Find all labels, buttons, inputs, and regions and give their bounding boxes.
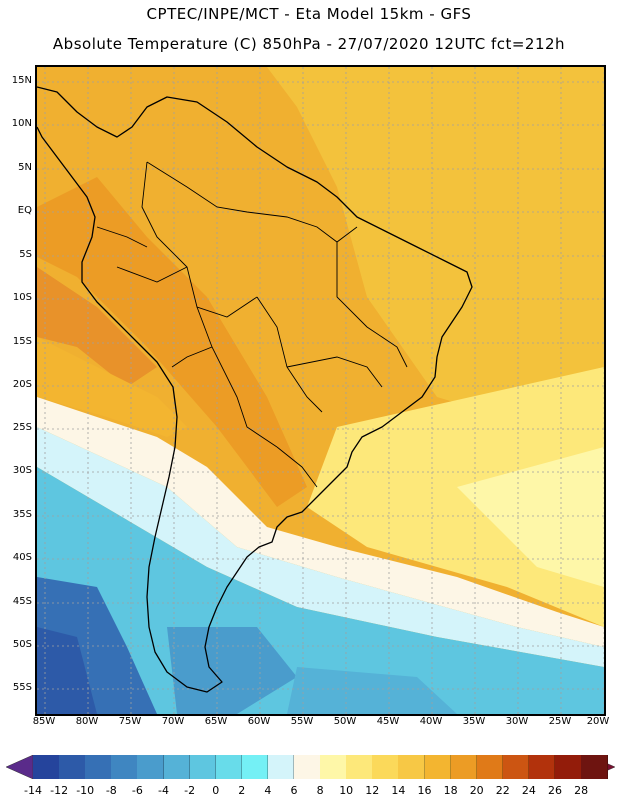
chart-title-line-1: CPTEC/INPE/MCT - Eta Model 15km - GFS [146, 5, 472, 23]
colorbar-label: -14 [24, 784, 42, 797]
colorbar-label: -4 [158, 784, 169, 797]
colorbar-swatch [267, 755, 295, 779]
colorbar-swatch [398, 755, 425, 779]
colorbar-label: 22 [495, 784, 510, 797]
lon-label-80w: 80W [75, 716, 99, 727]
colorbar-label: 0 [212, 784, 220, 797]
colorbar-swatch [163, 755, 191, 779]
colorbar-label: -6 [131, 784, 143, 797]
colorbar-label: 8 [316, 784, 324, 797]
colorbar-swatch [189, 755, 217, 779]
colorbar-swatch [137, 755, 164, 779]
lon-label-20w: 20W [586, 716, 610, 727]
south-atlantic-light-band [307, 367, 604, 627]
colorbar-swatch [346, 755, 373, 779]
colorbar-swatch [85, 755, 112, 779]
lat-label-15s: 15S [12, 336, 32, 347]
colorbar-swatch [59, 755, 86, 779]
lat-label-5n: 5N [18, 162, 32, 173]
south-america-coastline [37, 86, 473, 693]
lon-label-25w: 25W [548, 716, 572, 727]
colorbar-swatch [424, 755, 452, 779]
colorbar-label: 6 [290, 784, 298, 797]
chart-title-line-2: Absolute Temperature (C) 850hPa - 27/07/… [52, 35, 566, 53]
colorbar-swatch [111, 755, 138, 779]
colorbar-swatch [502, 755, 530, 779]
colorbar-swatch [476, 755, 504, 779]
colorbar-swatch [320, 755, 347, 779]
lon-label-35w: 35W [462, 716, 486, 727]
lat-label-35s: 35S [12, 509, 32, 520]
colorbar-swatch [581, 755, 608, 779]
lon-label-85w: 85W [32, 716, 56, 727]
colorbar-label: -10 [76, 784, 95, 797]
lon-label-75w: 75W [118, 716, 142, 727]
lat-label-50s: 50S [12, 639, 32, 650]
colorbar-label: 10 [339, 784, 354, 797]
lat-label-40s: 40S [12, 552, 32, 563]
lon-label-50w: 50W [333, 716, 357, 727]
colorbar-swatch [528, 755, 556, 779]
colorbar-label: 26 [548, 784, 562, 797]
cold-blue-core-mid [167, 627, 297, 714]
lon-label-40w: 40W [419, 716, 443, 727]
colorbar-swatch [241, 755, 269, 779]
colorbar-low-arrow [6, 755, 33, 779]
lon-label-45w: 45W [376, 716, 400, 727]
temperature-map [35, 65, 606, 716]
colorbar-swatch [33, 755, 60, 779]
colorbar-label: 16 [417, 784, 432, 797]
lon-label-55w: 55W [290, 716, 314, 727]
lon-label-70w: 70W [161, 716, 185, 727]
colorbar-label: 12 [365, 784, 380, 797]
colorbar-label: 28 [574, 784, 589, 797]
lat-label-45s: 45S [12, 596, 32, 607]
colorbar-swatch [215, 755, 243, 779]
colorbar-swatch [555, 755, 582, 779]
colorbar-label: 20 [469, 784, 484, 797]
tropical-ocean-band [267, 67, 604, 447]
cold-blue-core-south [287, 667, 457, 714]
lat-label-10s: 10S [12, 292, 32, 303]
lat-label-55s: 55S [12, 682, 32, 693]
pacific-cool-band [37, 337, 187, 437]
pacific-orange-band [37, 267, 157, 387]
colorbar-label: 4 [264, 784, 272, 797]
colorbar-swatch [294, 755, 321, 779]
lat-label-20s: 20S [12, 379, 32, 390]
lon-label-30w: 30W [505, 716, 529, 727]
lon-label-60w: 60W [247, 716, 271, 727]
frontal-light-blue-band [37, 427, 604, 667]
colorbar-label: -2 [184, 784, 196, 797]
lat-label-eq: EQ [17, 205, 32, 216]
colorbar-label: 24 [521, 784, 536, 797]
colorbar-label: -12 [50, 784, 69, 797]
lat-label-5s: 5S [19, 249, 32, 260]
inland-orange-band [37, 177, 307, 507]
colorbar-label: 2 [238, 784, 246, 797]
lat-label-10n: 10N [11, 118, 32, 129]
colorbar-label: 14 [391, 784, 406, 797]
lat-label-30s: 30S [12, 465, 32, 476]
lon-label-65w: 65W [204, 716, 228, 727]
colorbar-swatch [372, 755, 399, 779]
cold-deep-west [37, 627, 97, 714]
country-borders [96, 161, 408, 488]
frontal-pale-band [37, 397, 604, 647]
colorbar-label: 18 [443, 784, 458, 797]
lat-label-15n: 15N [11, 75, 32, 86]
colorbar-label: -8 [105, 784, 117, 797]
colorbar-swatch [450, 755, 478, 779]
lat-label-25s: 25S [12, 422, 32, 433]
south-atlantic-pale-band [457, 447, 604, 587]
